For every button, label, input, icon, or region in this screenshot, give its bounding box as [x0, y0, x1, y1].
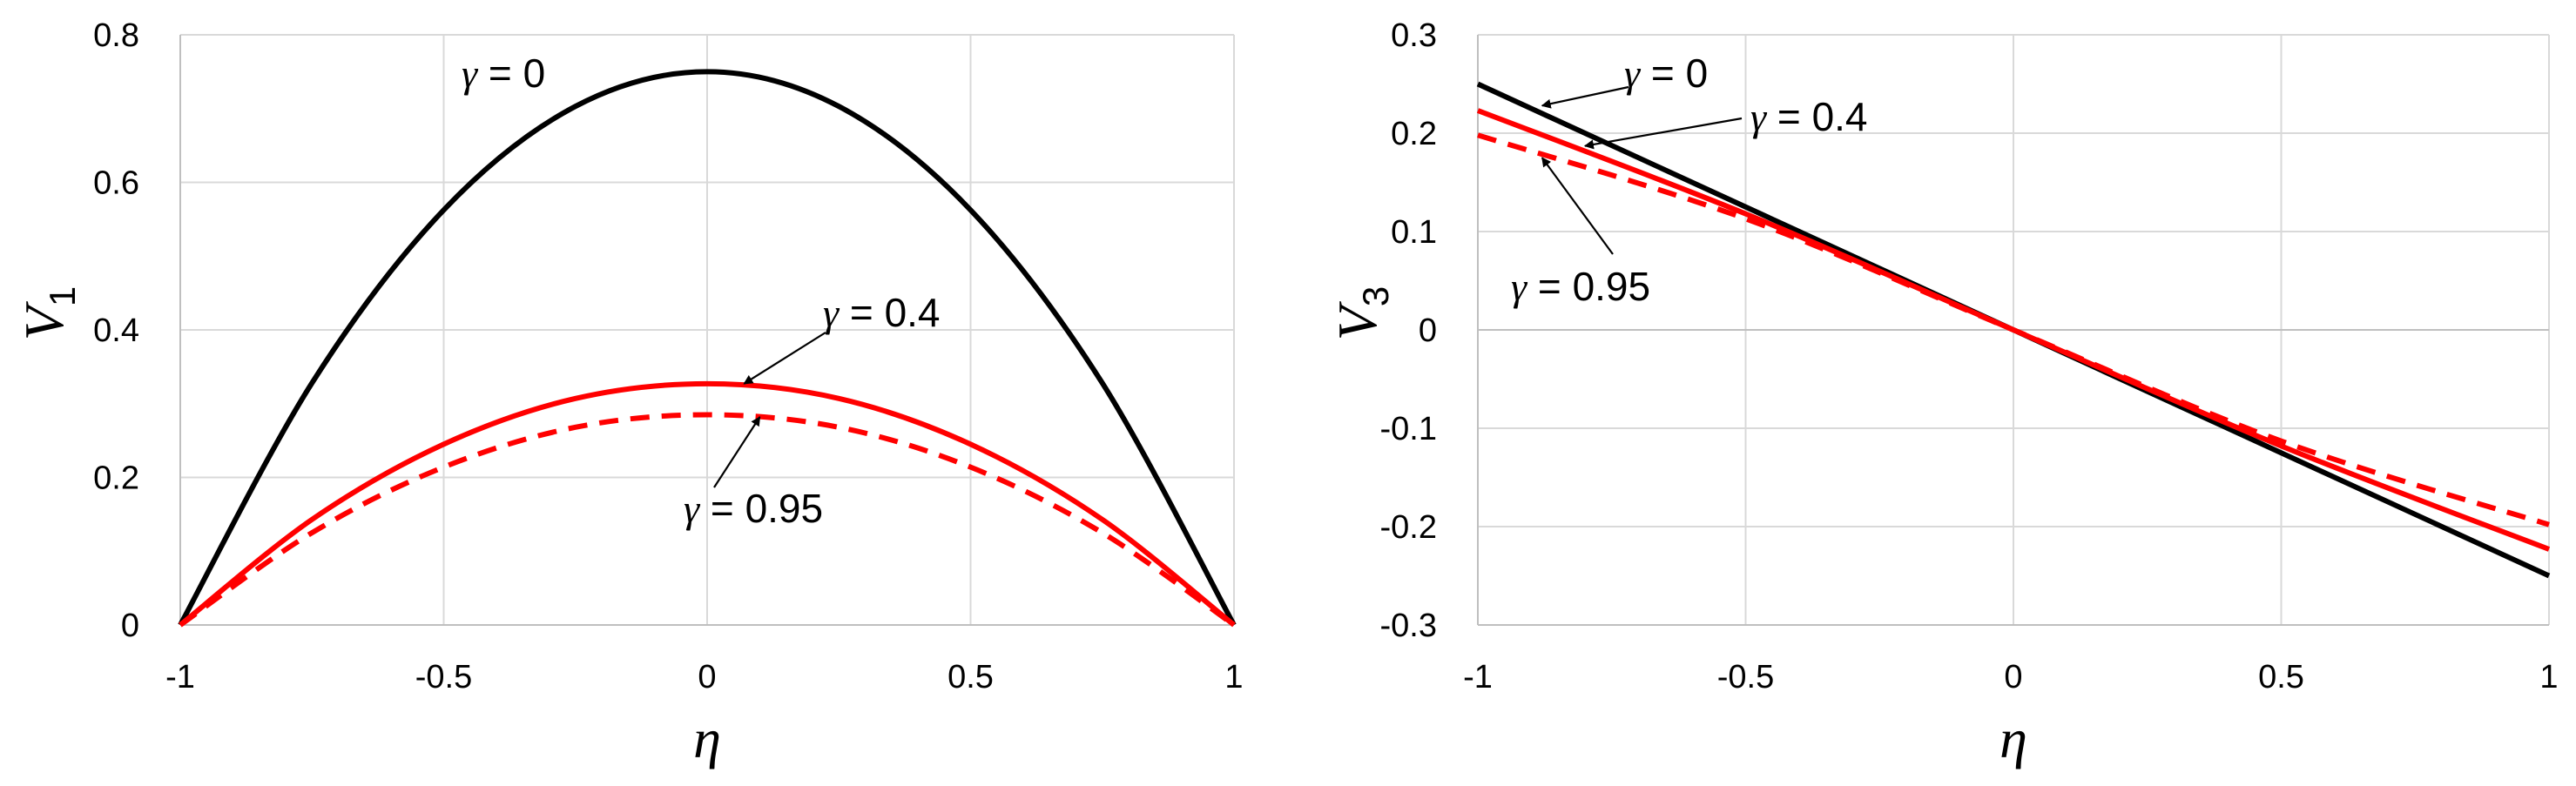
y-axis-title: V1: [13, 286, 83, 340]
y-axis-title: V3: [1326, 286, 1396, 340]
y-tick-label: 0.3: [1391, 17, 1437, 54]
y-tick-label: 0.2: [93, 460, 139, 497]
annotation-value: = 0.4: [1766, 94, 1867, 139]
y-tick-label: 0.6: [93, 165, 139, 202]
annotation-symbol: γ: [1624, 51, 1642, 96]
series-line: [179, 412, 1236, 628]
y-tick-label: 0.8: [93, 17, 139, 54]
y-tick-label: 0: [121, 608, 139, 644]
y-tick-label: 0.1: [1391, 214, 1437, 251]
series-line: [179, 380, 1236, 628]
annotation-label: γ = 0: [462, 50, 545, 96]
y-axis-title-main: V: [13, 300, 75, 340]
x-tick-label: -1: [1463, 659, 1493, 695]
x-axis-title: η: [693, 708, 721, 769]
chart-right: -0.3 -0.2 -0.1 0 0.1 0.2 0.3 -1 -0.5 0 0.5 1 η V3 γ = …: [1326, 17, 2559, 769]
y-tick-label: 0.2: [1391, 116, 1437, 152]
annotation-arrow: [743, 332, 826, 385]
x-tick-label: -0.5: [415, 659, 472, 695]
annotation-symbol: γ: [823, 291, 840, 335]
annotation-label: γ = 0: [1624, 50, 1708, 96]
annotation-symbol: γ: [1511, 265, 1528, 309]
annotation-label: γ = 0.95: [684, 486, 823, 531]
annotation-value: = 0.95: [699, 486, 823, 531]
y-axis-title-text: V3: [1326, 286, 1396, 340]
annotation-label: γ = 0.4: [823, 290, 941, 335]
y-tick-label: -0.1: [1380, 411, 1437, 447]
x-tick-label: 0.5: [2258, 659, 2304, 695]
x-tick-label: 1: [2539, 659, 2558, 695]
y-tick-label: 0.4: [93, 312, 139, 349]
y-tick-label: 0: [1419, 312, 1437, 349]
x-tick-label: 1: [1224, 659, 1243, 695]
y-axis-title-subscript: 3: [1355, 286, 1396, 306]
annotation-symbol: γ: [462, 51, 479, 96]
annotation-arrow: [1541, 157, 1614, 255]
x-tick-label: -1: [165, 659, 195, 695]
annotation-arrow: [713, 416, 761, 488]
annotation-label: γ = 0.95: [1511, 264, 1650, 309]
x-tick-label: 0: [2004, 659, 2022, 695]
annotation-value: = 0.4: [839, 290, 940, 335]
annotation-value: = 0: [1640, 50, 1708, 96]
annotation-arrow: [1583, 117, 1743, 150]
y-tick-label: -0.3: [1380, 608, 1437, 644]
annotation-value: = 0: [477, 50, 545, 96]
y-tick-label: -0.2: [1380, 509, 1437, 546]
annotation-value: = 0.95: [1527, 264, 1650, 309]
x-tick-label: 0: [698, 659, 716, 695]
x-axis-title: η: [1999, 708, 2027, 769]
y-axis-title-text: V1: [13, 286, 83, 340]
series-line: [1477, 132, 2550, 527]
y-axis-title-subscript: 1: [42, 286, 83, 306]
x-tick-label: -0.5: [1717, 659, 1774, 695]
annotation-arrow: [1541, 85, 1629, 109]
x-tick-label: 0.5: [947, 659, 994, 695]
series-line: [178, 69, 1237, 627]
annotation-symbol: γ: [1750, 95, 1768, 139]
annotation-label: γ = 0.4: [1750, 94, 1868, 139]
annotation-symbol: γ: [684, 487, 701, 531]
y-axis-title-main: V: [1326, 300, 1388, 340]
